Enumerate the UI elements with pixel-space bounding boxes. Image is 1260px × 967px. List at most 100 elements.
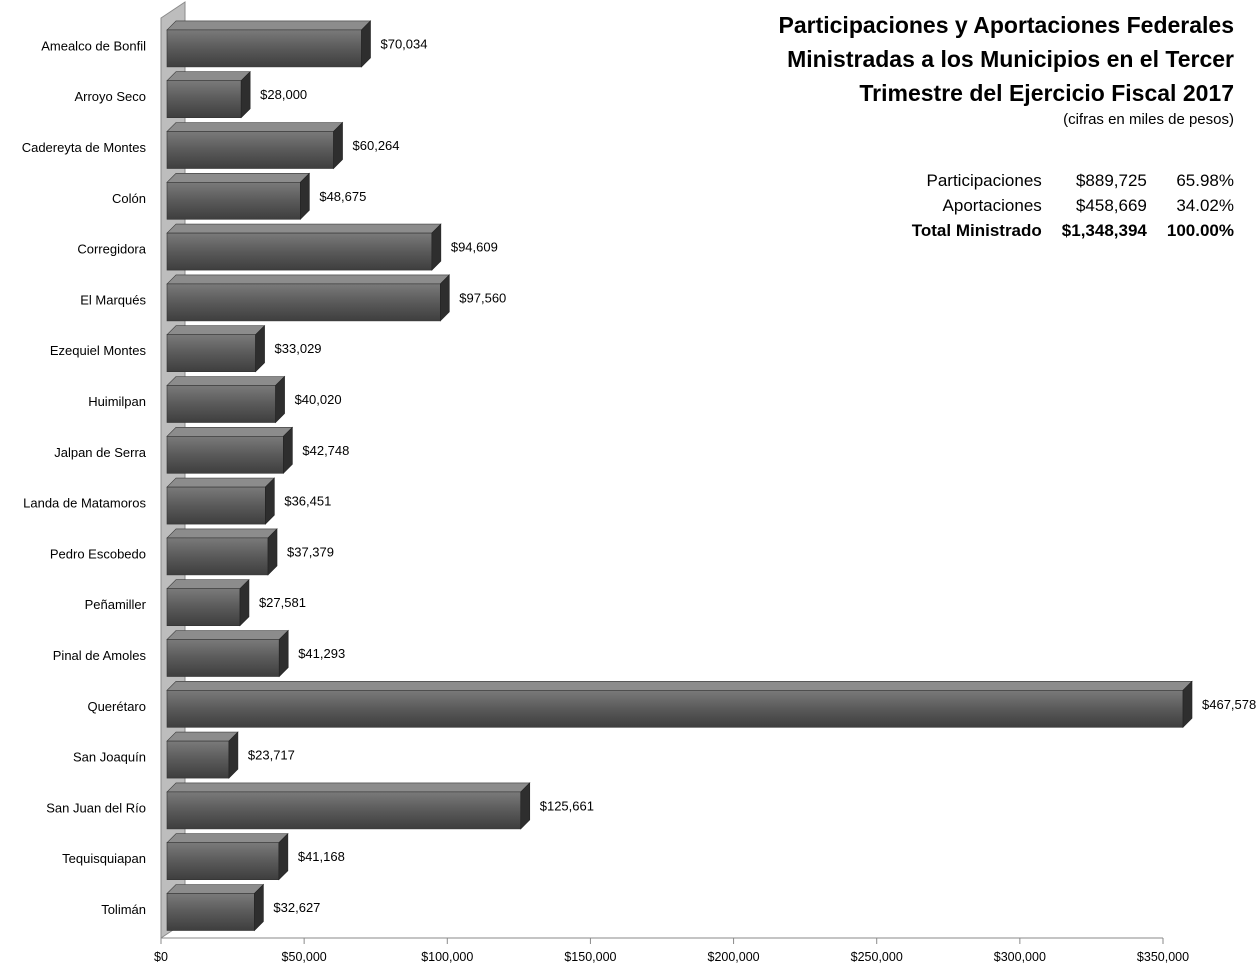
chart-title-line-2: Ministradas a los Municipios en el Terce… — [787, 46, 1234, 72]
bar — [166, 324, 266, 373]
value-label: $28,000 — [260, 87, 307, 102]
category-label: Huimilpan — [88, 394, 146, 409]
chart-title-line-3: Trimestre del Ejercicio Fiscal 2017 — [859, 80, 1234, 106]
bar-front-face — [166, 435, 284, 474]
bar-side-face — [240, 70, 251, 119]
category-label: Ezequiel Montes — [50, 343, 147, 358]
bar-side-face — [278, 629, 289, 678]
bar — [166, 172, 311, 221]
bar-side-face — [1182, 680, 1193, 729]
chart-subtitle: (cifras en miles de pesos) — [1063, 111, 1234, 128]
summary-row: Aportaciones $458,669 34.02% — [912, 193, 1234, 218]
bar-side-face — [239, 578, 250, 627]
bar-side-face — [278, 832, 289, 881]
bar — [166, 782, 531, 830]
bar-side-face — [228, 731, 239, 779]
value-label: $467,578 — [1202, 697, 1256, 712]
bar — [166, 629, 289, 678]
value-label: $37,379 — [287, 544, 334, 559]
bar — [166, 274, 451, 322]
bar-side-face — [265, 477, 275, 525]
bar — [166, 70, 251, 119]
value-label: $40,020 — [295, 392, 342, 407]
bar-side-face — [254, 883, 264, 932]
bar-top-face — [166, 274, 451, 285]
bar — [166, 832, 289, 881]
x-tick-label: $200,000 — [708, 950, 760, 964]
value-label: $48,675 — [319, 189, 366, 204]
bar-side-face — [255, 324, 265, 373]
bar — [166, 121, 344, 170]
bar-front-face — [166, 588, 241, 627]
bar-top-face — [166, 782, 531, 793]
bar-top-face — [166, 579, 250, 590]
bar-top-face — [166, 528, 278, 539]
value-labels: $70,034 $28,000 $60,264 $48,675 $94,609 $97,5… — [248, 36, 1256, 915]
bar-front-face — [166, 740, 230, 779]
bar-side-face — [520, 782, 531, 830]
bar-top-face — [166, 71, 251, 81]
category-label: Colón — [112, 191, 146, 206]
value-label: $97,560 — [459, 290, 506, 305]
bar-front-face — [166, 842, 280, 881]
bar-side-face — [283, 426, 293, 475]
bar-front-face — [166, 182, 301, 220]
summary-row: Participaciones $889,725 65.98% — [912, 168, 1235, 193]
bar-side-face — [333, 121, 343, 170]
bar-side-face — [361, 20, 371, 68]
x-tick-label: $0 — [154, 950, 168, 964]
bar-top-face — [166, 223, 442, 234]
category-label: Corregidora — [77, 242, 146, 257]
bar-top-face — [166, 122, 344, 132]
bars-group — [166, 20, 1193, 932]
bar — [166, 223, 442, 271]
bar-top-face — [166, 426, 294, 437]
value-label: $125,661 — [540, 798, 594, 813]
category-label: Pinal de Amoles — [53, 648, 147, 663]
value-label: $33,029 — [275, 341, 322, 356]
summary-percent: 65.98% — [1176, 171, 1234, 190]
x-tick-label: $50,000 — [282, 950, 327, 964]
bar-front-face — [166, 537, 269, 576]
summary-total-row: Total Ministrado $1,348,394 100.00% — [912, 218, 1234, 243]
x-axis-ticks: $0 $50,000 $100,000 $150,000 $200,000 $250,00… — [154, 938, 1189, 964]
bar-top-face — [166, 325, 266, 336]
bar-side-face — [440, 274, 450, 322]
bar-top-face — [166, 477, 276, 488]
summary-amount: $889,725 — [1075, 171, 1147, 190]
summary-label: Aportaciones — [942, 196, 1042, 215]
bar-front-face — [166, 131, 334, 169]
bar-front-face — [166, 29, 362, 68]
bar-top-face — [166, 731, 239, 742]
category-label: Landa de Matamoros — [23, 496, 146, 511]
bar-side-face — [431, 223, 442, 271]
value-label: $27,581 — [259, 595, 306, 610]
bar-front-face — [166, 639, 280, 677]
value-label: $94,609 — [451, 240, 498, 255]
value-label: $70,034 — [380, 36, 427, 51]
bar-top-face — [166, 884, 265, 894]
bar — [166, 477, 276, 525]
value-label: $41,168 — [298, 849, 345, 864]
summary-percent: 100.00% — [1166, 221, 1234, 240]
category-label: San Juan del Río — [46, 800, 146, 815]
bar-front-face — [166, 80, 242, 118]
bar-top-face — [166, 376, 286, 386]
category-label: Arroyo Seco — [74, 89, 146, 104]
summary-percent: 34.02% — [1176, 196, 1234, 215]
bar — [166, 578, 250, 627]
bar-front-face — [166, 791, 522, 830]
chart-title-block: Participaciones y Aportaciones Federales… — [779, 8, 1235, 130]
value-label: $36,451 — [284, 494, 331, 509]
bar — [166, 528, 278, 576]
x-tick-label: $300,000 — [994, 950, 1046, 964]
bar — [166, 883, 265, 932]
summary-label: Participaciones — [926, 171, 1042, 190]
bar-top-face — [166, 173, 311, 183]
bar-top-face — [166, 20, 372, 31]
bar-side-face — [275, 375, 285, 424]
chart-title-line-1: Participaciones y Aportaciones Federales — [778, 12, 1235, 38]
bar-front-face — [166, 334, 256, 373]
category-label: Pedro Escobedo — [50, 546, 146, 561]
